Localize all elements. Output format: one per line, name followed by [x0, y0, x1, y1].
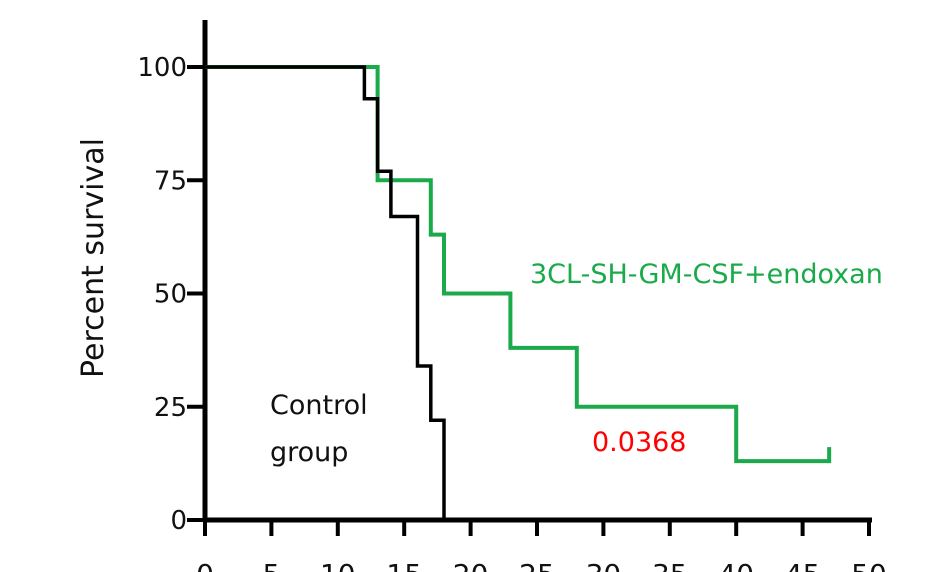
y-tick-label: 0: [170, 506, 187, 536]
series-label-control-line2: group: [270, 437, 348, 468]
x-tick-label: 5: [262, 558, 280, 572]
y-tick-label: 100: [137, 53, 187, 83]
x-tick-label: 45: [785, 558, 821, 572]
x-tick-label: 20: [453, 558, 489, 572]
series-lines: [205, 65, 832, 520]
x-tick-label: 40: [718, 558, 754, 572]
p-value-label: 0.0368: [592, 427, 686, 458]
y-tick-label: 25: [154, 393, 187, 423]
series-line-treatment: [205, 65, 830, 464]
y-axis-ticks: 0 25 50 75 100: [137, 53, 205, 536]
x-tick-label: 25: [519, 558, 555, 572]
y-axis-label: Percent survival: [76, 138, 111, 378]
series-label-control-line1: Control: [270, 390, 368, 421]
x-axis-ticks: 0 5 10 15 20 25 30 35 40 45 50: [196, 520, 887, 572]
x-tick-label: 30: [586, 558, 622, 572]
series-line-control: [205, 65, 446, 520]
y-tick-label: 50: [154, 280, 187, 310]
x-tick-label: 0: [196, 558, 214, 572]
x-tick-label: 15: [386, 558, 422, 572]
x-tick-label: 35: [652, 558, 688, 572]
y-tick-label: 75: [154, 166, 187, 196]
x-tick-label: 10: [320, 558, 356, 572]
x-tick-label: 50: [851, 558, 887, 572]
series-label-treatment: 3CL-SH-GM-CSF+endoxan: [530, 259, 883, 290]
